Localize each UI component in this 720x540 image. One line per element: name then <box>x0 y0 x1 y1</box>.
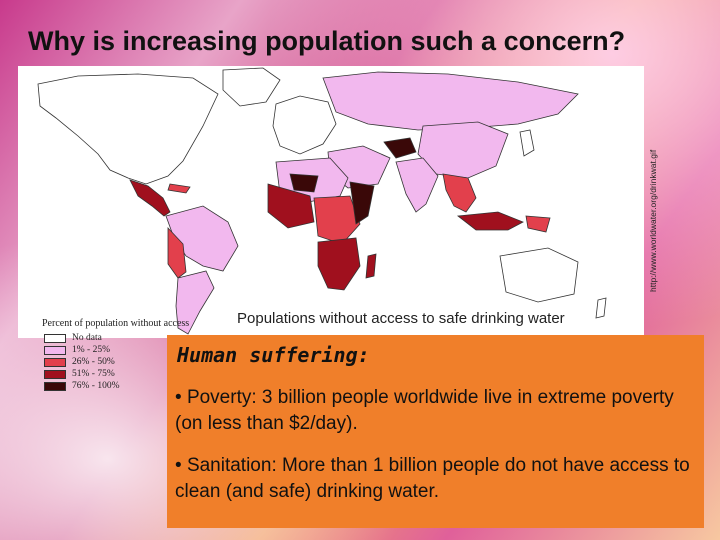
legend-label: 26% - 50% <box>72 357 115 367</box>
legend-label: 76% - 100% <box>72 381 120 391</box>
legend-swatch <box>44 333 66 343</box>
central-africa-region <box>313 195 361 245</box>
slide-title: Why is increasing population such a conc… <box>28 26 626 56</box>
bullet-sanitation: • Sanitation: More than 1 billion people… <box>175 455 690 502</box>
india-region <box>395 157 439 213</box>
australia-region <box>499 247 579 303</box>
south-america-west-region <box>167 226 187 279</box>
bullet-term: Sanitation <box>186 455 272 476</box>
legend-swatch <box>44 381 66 391</box>
west-africa-region <box>267 183 315 229</box>
europe-region <box>272 95 337 155</box>
caribbean-region <box>167 183 191 194</box>
southern-africa-region <box>317 237 361 291</box>
content-box: Human suffering: • Poverty: 3 billion pe… <box>167 335 704 528</box>
content-heading: Human suffering: <box>177 343 370 367</box>
map-legend: No data 1% - 25% 26% - 50% 51% - 75% 76%… <box>44 332 120 392</box>
legend-label: 1% - 25% <box>72 345 110 355</box>
map-source-url: http://www.worldwater.org/drinkwat.gif <box>648 149 658 292</box>
legend-item: 51% - 75% <box>44 368 120 380</box>
legend-item: 76% - 100% <box>44 380 120 392</box>
legend-item: 26% - 50% <box>44 356 120 368</box>
east-africa-region <box>349 181 375 225</box>
afghanistan-region <box>383 137 417 159</box>
legend-title: Percent of population without access <box>42 318 190 329</box>
bullet-text: : More than 1 billion people do not have… <box>175 455 690 502</box>
sahel-region <box>289 173 319 193</box>
legend-label: No data <box>72 333 102 343</box>
new-zealand-region <box>595 297 607 319</box>
madagascar-region <box>365 253 377 279</box>
legend-swatch <box>44 357 66 367</box>
bullet-term: Poverty <box>186 387 252 408</box>
south-america-south-region <box>175 270 215 335</box>
russia-region <box>322 71 579 131</box>
legend-label: 51% - 75% <box>72 369 115 379</box>
legend-swatch <box>44 345 66 355</box>
central-america-region <box>129 179 171 217</box>
north-america-region <box>37 73 219 185</box>
world-map-graphic <box>37 67 607 335</box>
southeast-asia-region <box>442 173 477 213</box>
bullet-text: : 3 billion people worldwide live in ext… <box>175 387 674 434</box>
japan-region <box>519 129 535 157</box>
papua-region <box>525 215 551 233</box>
china-region <box>417 121 509 179</box>
indonesia-region <box>456 211 524 231</box>
bullet-poverty: • Poverty: 3 billion people worldwide li… <box>175 387 674 434</box>
greenland-region <box>222 67 281 107</box>
legend-item: 1% - 25% <box>44 344 120 356</box>
world-map <box>18 66 644 338</box>
map-caption: Populations without access to safe drink… <box>237 310 565 327</box>
legend-item: No data <box>44 332 120 344</box>
legend-swatch <box>44 369 66 379</box>
